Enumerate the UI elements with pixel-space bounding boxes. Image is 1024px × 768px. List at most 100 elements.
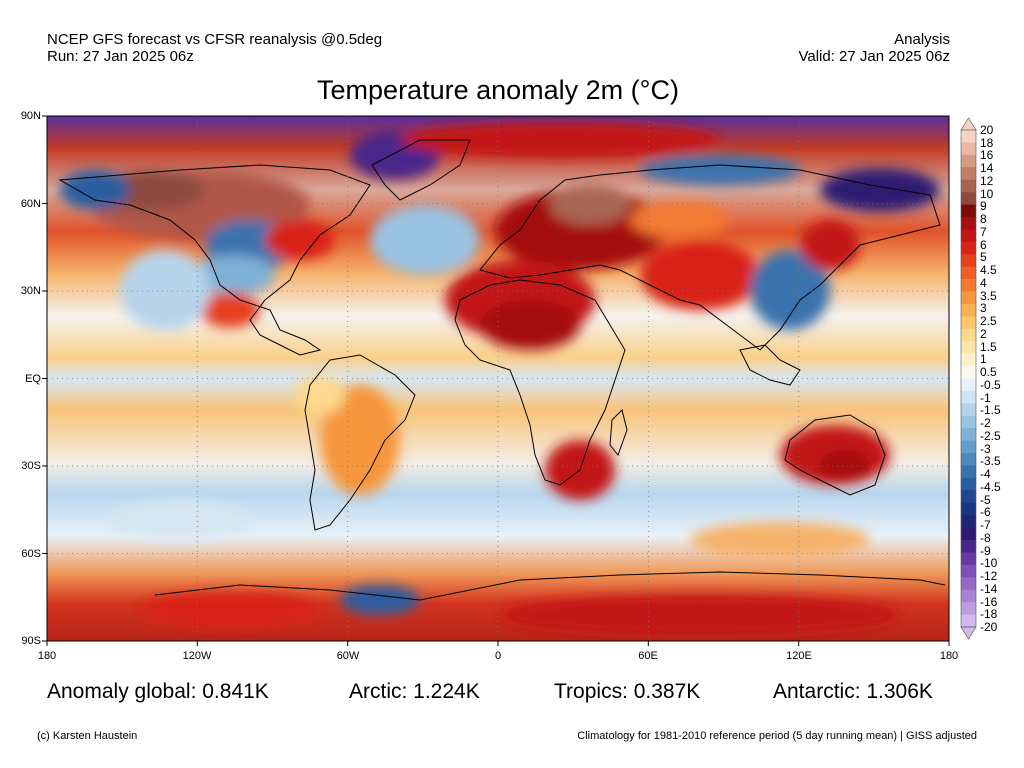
- valid-time: Valid: 27 Jan 2025 06z: [798, 48, 950, 65]
- colorbar-tick-label: -4.5: [980, 479, 1001, 494]
- colorbar-swatch: [961, 266, 976, 280]
- colorbar: [960, 117, 977, 640]
- colorbar-swatch: [961, 142, 976, 156]
- colorbar-swatch: [961, 192, 976, 205]
- colorbar-tick-label: 2.5: [980, 314, 997, 329]
- colorbar-swatch: [961, 328, 976, 342]
- colorbar-swatch: [961, 602, 976, 615]
- colorbar-swatch: [961, 403, 976, 417]
- colorbar-swatch: [961, 527, 976, 541]
- lon-label-0: 0: [494, 650, 502, 662]
- colorbar-swatch: [961, 316, 976, 330]
- colorbar-swatch: [961, 589, 976, 603]
- graticule: [47, 116, 949, 641]
- colorbar-swatch: [961, 353, 976, 367]
- colorbar-tick-label: 2: [980, 326, 987, 341]
- run-time: Run: 27 Jan 2025 06z: [47, 48, 194, 65]
- colorbar-swatch: [961, 130, 976, 143]
- colorbar-swatch: [961, 366, 976, 379]
- colorbar-tick-label: 9: [980, 199, 987, 214]
- colorbar-tick-label: -14: [980, 581, 998, 596]
- stat-tropics: Tropics: 0.387K: [554, 680, 701, 703]
- colorbar-swatch: [961, 341, 976, 354]
- lat-label-30n: 30N: [20, 285, 41, 297]
- colorbar-swatch: [961, 415, 976, 429]
- model-description: NCEP GFS forecast vs CFSR reanalysis @0.…: [47, 31, 383, 48]
- colorbar-tick-label: -3: [980, 441, 991, 456]
- colorbar-swatch: [961, 540, 976, 553]
- colorbar-swatch: [961, 216, 976, 230]
- colorbar-swatch: [961, 453, 976, 466]
- colorbar-tick-label: -5: [980, 492, 991, 507]
- colorbar-tick-label: 1: [980, 352, 987, 367]
- colorbar-tick-label: 1.5: [980, 339, 997, 354]
- colorbar-swatch: [961, 279, 976, 292]
- colorbar-arrow-min: [960, 626, 977, 640]
- colorbar-swatch: [961, 614, 976, 628]
- axis-ticks: [42, 115, 950, 646]
- colorbar-tick-label: 4.5: [980, 263, 997, 278]
- colorbar-tick-label: 16: [980, 148, 994, 163]
- colorbar-tick-label: -20: [980, 620, 998, 634]
- colorbar-tick-label: 3.5: [980, 288, 997, 303]
- colorbar-tick-label: 10: [980, 186, 994, 201]
- colorbar-frame: [960, 129, 977, 628]
- anomaly-blobs: [60, 122, 940, 635]
- lat-label-90n: 90N: [20, 110, 41, 122]
- colorbar-swatch: [961, 378, 976, 392]
- colorbar-tick-label: -16: [980, 594, 998, 609]
- colorbar-tick-label: -3.5: [980, 454, 1001, 469]
- colorbar-swatch: [961, 440, 976, 454]
- colorbar-tick-label: -7: [980, 518, 991, 533]
- colorbar-tick-label: 20: [980, 123, 994, 137]
- lat-label-60s: 60S: [21, 548, 41, 560]
- colorbar-swatch: [961, 515, 976, 528]
- lon-label-120e: 120E: [786, 650, 812, 662]
- colorbar-swatch: [961, 465, 976, 479]
- climatology-note: Climatology for 1981-2010 reference peri…: [577, 730, 977, 742]
- colorbar-swatch: [961, 291, 976, 305]
- colorbar-tick-label: 0.5: [980, 365, 997, 380]
- map-title: Temperature anomaly 2m (°C): [317, 75, 679, 105]
- colorbar-tick-label: -6: [980, 505, 991, 520]
- colorbar-tick-label: 14: [980, 161, 994, 176]
- colorbar-tick-label: -12: [980, 569, 998, 584]
- colorbar-swatch: [961, 552, 976, 566]
- colorbar-tick-label: 6: [980, 237, 987, 252]
- stat-global: Anomaly global: 0.841K: [47, 680, 269, 703]
- colorbar-tick-label: 3: [980, 301, 987, 316]
- colorbar-swatch: [961, 477, 976, 491]
- lon-label-120w: 120W: [182, 650, 212, 662]
- lon-label-180e: 180: [939, 650, 959, 662]
- colorbar-tick-label: -10: [980, 556, 998, 571]
- colorbar-tick-label: -1.5: [980, 403, 1001, 418]
- lat-label-eq: EQ: [25, 373, 41, 385]
- colorbar-tick-label: 5: [980, 250, 987, 265]
- colorbar-swatch: [961, 241, 976, 255]
- colorbar-tick-label: 7: [980, 224, 987, 239]
- copyright-credit: (c) Karsten Haustein: [37, 730, 138, 742]
- colorbar-tick-label: -8: [980, 530, 991, 545]
- map-field: [47, 116, 949, 641]
- colorbar-swatch: [961, 564, 976, 578]
- colorbar-tick-label: -2: [980, 416, 991, 431]
- colorbar-swatch: [961, 167, 976, 180]
- colorbar-swatch: [961, 428, 976, 441]
- lat-label-90s: 90S: [21, 635, 41, 647]
- stat-arctic: Arctic: 1.224K: [349, 680, 480, 703]
- colorbar-tick-label: 18: [980, 135, 994, 150]
- lat-label-30s: 30S: [21, 460, 41, 472]
- colorbar-tick-label: -4: [980, 467, 991, 482]
- colorbar-swatch: [961, 390, 976, 404]
- lat-label-60n: 60N: [20, 198, 41, 210]
- coastlines: [58, 139, 946, 601]
- lon-label-60w: 60W: [336, 650, 360, 662]
- colorbar-tick-label: -0.5: [980, 377, 1001, 392]
- colorbar-tick-label: -1: [980, 390, 991, 405]
- colorbar-tick-label: 4: [980, 275, 987, 290]
- colorbar-swatch: [961, 179, 976, 193]
- colorbar-swatch: [961, 490, 976, 504]
- colorbar-tick-label: -18: [980, 607, 998, 622]
- colorbar-swatch: [961, 229, 976, 243]
